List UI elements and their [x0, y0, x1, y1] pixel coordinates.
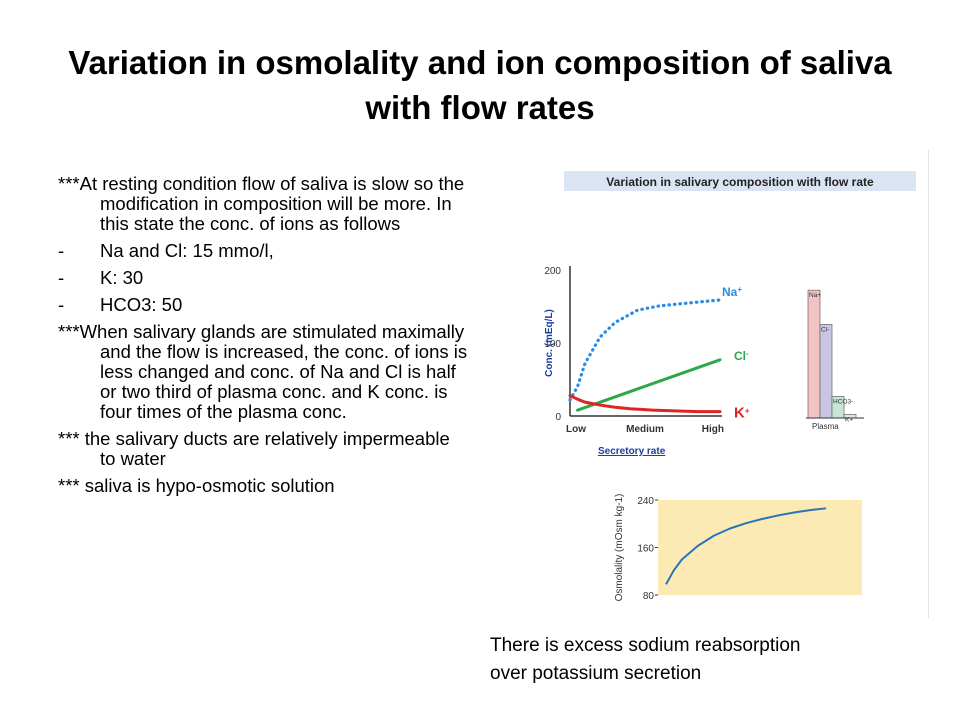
- series-line-cl: [576, 358, 722, 412]
- series-label-superscript: -: [746, 348, 749, 357]
- series-label-na: Na+: [722, 284, 742, 299]
- figure-panel: Variation in salivary composition with f…: [508, 150, 929, 618]
- plasma-bar: [819, 324, 833, 419]
- plasma-bar-label: Na+: [809, 292, 821, 299]
- osm-y-tick-label: 80: [643, 591, 655, 602]
- dash-mark: -: [58, 240, 65, 261]
- y-tick-label: 200: [544, 266, 561, 277]
- x-tick-label: High: [702, 424, 724, 435]
- bullet-hypo-osmotic: *** saliva is hypo-osmotic solution: [58, 475, 335, 496]
- bullet-stimulated: ***When salivary glands are stimulated m…: [58, 321, 468, 422]
- y-tick-label: 0: [555, 412, 561, 423]
- bullet-na-cl: - Na and Cl: 15 mmo/l,: [58, 241, 468, 261]
- series-label-superscript: +: [745, 406, 750, 415]
- series-label-superscript: +: [737, 284, 742, 293]
- bullet-ducts: *** the salivary ducts are relatively im…: [58, 428, 450, 469]
- osmolality-line: [665, 507, 827, 585]
- bullet-resting: ***At resting condition flow of saliva i…: [58, 173, 465, 234]
- bullet-k: - K: 30: [58, 268, 468, 288]
- series-label-cl: Cl-: [734, 348, 749, 363]
- y-axis-label: Conc. (mEq/L): [544, 309, 555, 377]
- bullet-hco3: - HCO3: 50: [58, 295, 468, 315]
- composition-series: Na+ Cl- K+: [568, 284, 750, 422]
- bullet-list: ***At resting condition flow of saliva i…: [58, 174, 468, 503]
- plasma-bars: Na+ Cl- HCO3- K+ Plasma: [806, 289, 864, 431]
- series-line-na: [568, 298, 722, 402]
- caption: There is excess sodium reabsorption over…: [490, 632, 930, 688]
- plasma-bar: [807, 289, 821, 419]
- osmolality-background: [658, 500, 862, 595]
- dash-mark: -: [58, 294, 65, 315]
- slide-title: Variation in osmolality and ion composit…: [68, 44, 892, 126]
- figure-svg: Variation in salivary composition with f…: [544, 171, 916, 602]
- osm-y-axis-label: Osmolality (mOsm kg-1): [614, 494, 625, 602]
- dash-mark: -: [58, 267, 65, 288]
- y-tick-label: 100: [544, 339, 561, 350]
- x-tick-label: Low: [566, 424, 586, 435]
- bullet-text: Na and Cl: 15 mmo/l,: [100, 240, 274, 261]
- caption-line-2: over potassium secretion: [490, 663, 702, 684]
- series-line-k: [568, 394, 722, 414]
- plasma-bar-label: Cl-: [821, 326, 829, 333]
- osm-y-tick-label: 240: [637, 496, 654, 507]
- series-label-k: K+: [734, 405, 750, 422]
- bullet-text: K: 30: [100, 267, 144, 288]
- composition-axes: 0 100 200 Low Medium High Secretory rate Conc. …: [544, 266, 724, 457]
- x-tick-label: Medium: [626, 424, 664, 435]
- chart-title: Variation in salivary composition with f…: [606, 175, 874, 189]
- osm-y-tick-label: 160: [637, 544, 654, 555]
- plasma-bar-label: K+: [845, 416, 853, 423]
- osmolality-chart: 80 160 240 Osmolality (mOsm kg-1): [614, 494, 862, 602]
- bullet-text: HCO3: 50: [100, 294, 183, 315]
- chart-title-banner: [564, 171, 916, 191]
- plasma-label: Plasma: [812, 422, 839, 431]
- caption-line-1: There is excess sodium reabsorption: [490, 635, 801, 656]
- plasma-bar-label: HCO3-: [833, 398, 853, 405]
- x-axis-label: Secretory rate: [598, 446, 666, 457]
